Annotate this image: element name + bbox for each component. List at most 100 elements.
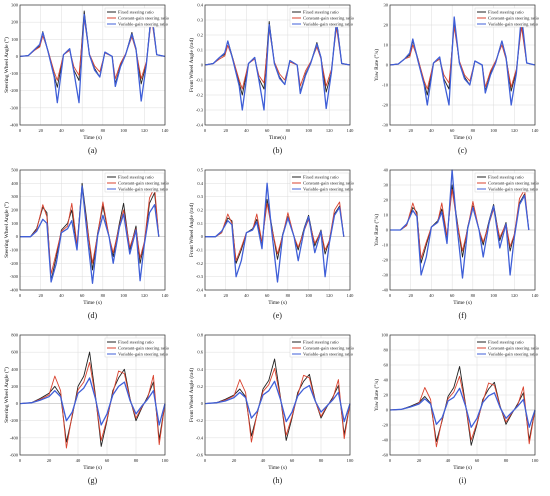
x-tick-label: 20 xyxy=(408,128,413,133)
x-tick-label: 80 xyxy=(471,128,476,133)
x-tick-label: 100 xyxy=(305,128,313,133)
legend-box xyxy=(289,7,350,28)
y-tick-label: 400 xyxy=(11,181,19,186)
x-tick-label: 40 xyxy=(429,293,434,298)
legend-entry: Constant-gain steering ratio xyxy=(488,16,540,21)
y-tick-label: 0 xyxy=(201,234,204,239)
y-tick-label: 0.2 xyxy=(197,208,203,213)
y-tick-label: -0.1 xyxy=(196,248,203,253)
panel-label: (f) xyxy=(459,311,467,320)
x-tick-label: 0 xyxy=(19,458,22,463)
y-tick-label: -0.4 xyxy=(196,435,204,440)
chart-panel: 0 20 40 60 80 100 120 140 -0.4 -0.3 -0.2 -0.1 0 0.1 0.… xyxy=(188,168,355,321)
series-line xyxy=(205,182,345,283)
y-tick-label: 100 xyxy=(381,333,389,338)
y-tick-label: 300 xyxy=(11,194,19,199)
x-tick-label: 60 xyxy=(450,293,455,298)
legend-entry: Variable-gain steering ratio xyxy=(488,187,539,192)
plot-frame xyxy=(204,334,351,456)
x-tick-label: 120 xyxy=(141,128,149,133)
x-tick-label: 100 xyxy=(490,293,498,298)
y-tick-label: 0.6 xyxy=(197,350,203,355)
x-tick-label: 80 xyxy=(504,458,509,463)
y-axis-label: Steering Wheel Angle (°) xyxy=(3,202,10,258)
y-tick-label: 100 xyxy=(11,221,19,226)
legend-entry: Constant-gain steering ratio xyxy=(303,181,355,186)
x-tick-label: 100 xyxy=(490,128,498,133)
x-tick-label: 0 xyxy=(204,128,207,133)
y-tick-label: -0.2 xyxy=(196,261,203,266)
plot-frame xyxy=(19,4,166,126)
x-tick-label: 80 xyxy=(134,458,139,463)
series-line xyxy=(19,17,166,81)
x-tick-label: 120 xyxy=(511,128,519,133)
x-axis-label: Time (s) xyxy=(268,299,287,306)
x-tick-label: 140 xyxy=(347,293,355,298)
y-tick-label: 20 xyxy=(384,198,389,203)
legend-entry: Variable-gain steering ratio xyxy=(118,22,169,27)
y-tick-label: 30 xyxy=(384,3,389,8)
x-tick-label: 140 xyxy=(347,128,355,133)
legend-box xyxy=(104,337,165,358)
x-tick-label: 60 xyxy=(105,458,110,463)
y-tick-label: 300 xyxy=(11,3,19,8)
legend-entry: Variable-gain steering ratio xyxy=(488,22,539,27)
x-tick-label: 140 xyxy=(162,128,170,133)
x-axis-label: Time (s) xyxy=(83,464,102,471)
plot-frame xyxy=(204,169,351,291)
x-tick-label: 120 xyxy=(326,128,334,133)
x-tick-label: 0 xyxy=(204,458,207,463)
x-tick-label: 0 xyxy=(389,458,392,463)
chart-panel: 0 20 40 60 80 100 120 140 -30 -20 -10 0 10 20 30 Time (… xyxy=(373,3,540,156)
legend-entry: Fixed steering ratio xyxy=(488,340,524,345)
y-tick-label: -600 xyxy=(10,453,19,458)
x-tick-label: 40 xyxy=(261,458,266,463)
y-tick-label: 600 xyxy=(11,350,19,355)
y-tick-label: -300 xyxy=(10,274,19,279)
y-tick-label: 0 xyxy=(16,234,19,239)
y-tick-label: 0.1 xyxy=(197,48,203,53)
y-tick-label: 0.3 xyxy=(197,194,203,199)
y-tick-label: 0.5 xyxy=(197,168,203,173)
x-tick-label: 40 xyxy=(446,458,451,463)
y-tick-label: -0.3 xyxy=(196,108,204,113)
y-tick-label: 0.2 xyxy=(197,33,203,38)
y-axis-label: Steering Wheel Angle (°) xyxy=(3,37,10,93)
y-tick-label: -10 xyxy=(382,83,389,88)
plot-frame xyxy=(19,334,166,456)
y-tick-label: 10 xyxy=(384,43,389,48)
y-tick-label: -10 xyxy=(382,243,389,248)
y-tick-label: -0.2 xyxy=(196,93,203,98)
y-tick-label: 60 xyxy=(384,363,389,368)
x-tick-label: 20 xyxy=(417,458,422,463)
legend-entry: Fixed steering ratio xyxy=(118,340,154,345)
y-tick-label: 0.2 xyxy=(197,384,203,389)
x-tick-label: 140 xyxy=(532,128,540,133)
y-tick-label: -300 xyxy=(10,105,19,110)
y-tick-label: -0.6 xyxy=(196,453,204,458)
legend-entry: Variable-gain steering ratio xyxy=(303,352,354,357)
x-axis-label: Time (s) xyxy=(83,134,102,141)
x-tick-label: 60 xyxy=(450,128,455,133)
legend-entry: Fixed steering ratio xyxy=(303,340,339,345)
x-tick-label: 80 xyxy=(286,293,291,298)
x-tick-label: 20 xyxy=(38,293,43,298)
y-tick-label: 0 xyxy=(386,408,389,413)
y-tick-label: -20 xyxy=(382,103,389,108)
y-tick-label: -0.2 xyxy=(196,418,203,423)
x-tick-label: 80 xyxy=(101,128,106,133)
series-line xyxy=(389,26,536,90)
chart-panel: 0 20 40 60 80 100 120 140 -40 -30 -20 -10 0 10 20 30 40 T… xyxy=(373,168,540,321)
legend-entry: Constant-gain steering ratio xyxy=(118,181,170,186)
x-axis-label: Time (s) xyxy=(268,464,287,471)
panel-label: (e) xyxy=(273,311,282,320)
x-tick-label: 120 xyxy=(141,293,149,298)
x-tick-label: 0 xyxy=(389,293,392,298)
x-tick-label: 40 xyxy=(429,128,434,133)
x-tick-label: 140 xyxy=(532,293,540,298)
panel-label: (b) xyxy=(273,146,283,155)
legend-box xyxy=(289,337,350,358)
x-tick-label: 20 xyxy=(38,128,43,133)
series-line xyxy=(389,14,536,106)
